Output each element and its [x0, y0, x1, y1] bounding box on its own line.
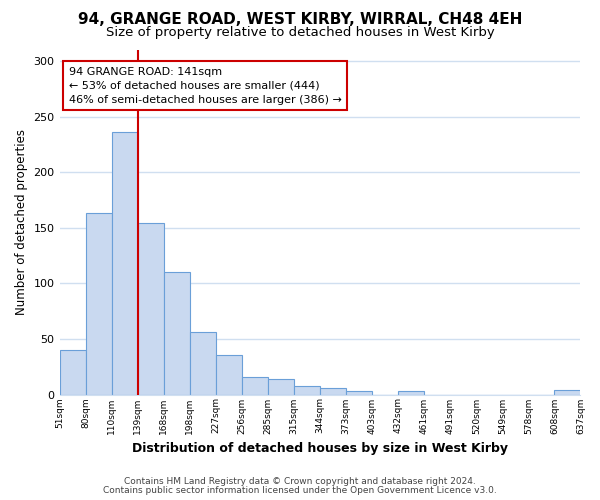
Bar [164, 272, 190, 394]
Text: Size of property relative to detached houses in West Kirby: Size of property relative to detached ho… [106, 26, 494, 39]
Y-axis label: Number of detached properties: Number of detached properties [15, 130, 28, 316]
Bar [190, 332, 216, 394]
X-axis label: Distribution of detached houses by size in West Kirby: Distribution of detached houses by size … [132, 442, 508, 455]
Bar [268, 379, 294, 394]
Text: 94, GRANGE ROAD, WEST KIRBY, WIRRAL, CH48 4EH: 94, GRANGE ROAD, WEST KIRBY, WIRRAL, CH4… [78, 12, 522, 28]
Bar [59, 350, 86, 395]
Text: 94 GRANGE ROAD: 141sqm
← 53% of detached houses are smaller (444)
46% of semi-de: 94 GRANGE ROAD: 141sqm ← 53% of detached… [68, 66, 341, 104]
Bar [320, 388, 346, 394]
Bar [112, 132, 137, 394]
Text: Contains HM Land Registry data © Crown copyright and database right 2024.: Contains HM Land Registry data © Crown c… [124, 477, 476, 486]
Bar [346, 391, 372, 394]
Bar [398, 391, 424, 394]
Text: Contains public sector information licensed under the Open Government Licence v3: Contains public sector information licen… [103, 486, 497, 495]
Bar [242, 376, 268, 394]
Bar [294, 386, 320, 394]
Bar [216, 354, 242, 395]
Bar [554, 390, 581, 394]
Bar [86, 214, 112, 394]
Bar [137, 224, 164, 394]
